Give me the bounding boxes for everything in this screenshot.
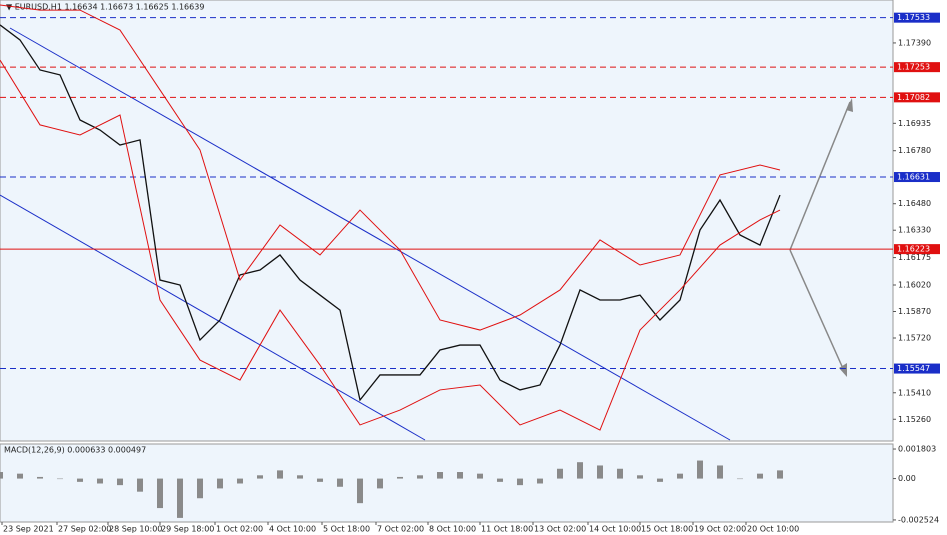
- level-label-box: [894, 363, 940, 374]
- x-tick-label: 7 Oct 02:00: [377, 525, 424, 534]
- x-tick-label: 20 Oct 10:00: [747, 525, 799, 534]
- macd-bar: [677, 473, 683, 479]
- level-label: 1.16631: [897, 173, 930, 182]
- x-tick-label: 15 Oct 18:00: [641, 525, 693, 534]
- macd-bar: [137, 478, 143, 492]
- band-line: [0, 4, 781, 331]
- level-label: 1.17533: [897, 13, 930, 22]
- macd-bar: [377, 478, 383, 489]
- price-line: [0, 24, 781, 402]
- macd-bar: [517, 478, 523, 486]
- macd-bar: [637, 475, 643, 479]
- arrow: [789, 249, 846, 374]
- y-tick-label: 1.16780: [898, 146, 931, 155]
- x-tick-label: 1 Oct 02:00: [216, 525, 263, 534]
- macd-bar: [597, 465, 603, 479]
- macd-bar: [37, 476, 43, 479]
- y-tick-label: 1.16935: [898, 119, 931, 128]
- trend-line: [0, 194, 426, 441]
- macd-bar: [717, 465, 723, 479]
- macd-bar: [197, 478, 203, 499]
- macd-bar: [737, 478, 743, 480]
- macd-bar: [417, 475, 423, 479]
- y-tick-label: 1.16480: [898, 199, 931, 208]
- macd-bar: [277, 470, 283, 479]
- y-tick-label: 1.15870: [898, 307, 931, 316]
- macd-bar: [437, 472, 443, 479]
- macd-bar: [457, 472, 463, 479]
- macd-title: MACD(12,26,9) 0.000633 0.000497: [4, 446, 146, 455]
- arrow-head: [846, 98, 853, 112]
- macd-bar: [757, 473, 763, 479]
- x-tick-label: 11 Oct 18:00: [481, 525, 533, 534]
- y-tick-label: 0.00: [898, 474, 916, 483]
- y-tick-label: 1.15410: [898, 388, 931, 397]
- macd-bar: [157, 478, 163, 509]
- level-label-box: [894, 62, 940, 73]
- macd-bar: [477, 473, 483, 479]
- band-line: [0, 59, 781, 431]
- macd-bar: [0, 472, 3, 479]
- macd-bar: [357, 478, 363, 504]
- y-tick-label: 0.001803: [898, 445, 936, 454]
- macd-bar: [177, 478, 183, 518]
- macd-bar: [557, 468, 563, 479]
- x-tick-label: 23 Sep 2021: [3, 525, 54, 534]
- x-tick-label: 5 Oct 18:00: [323, 525, 370, 534]
- arrow-head: [839, 363, 847, 377]
- level-label-box: [894, 244, 940, 255]
- x-tick-label: 13 Oct 02:00: [534, 525, 586, 534]
- macd-bar: [117, 478, 123, 486]
- x-tick-label: 14 Oct 10:00: [589, 525, 641, 534]
- y-tick-label: 1.17390: [898, 38, 931, 47]
- macd-bar: [237, 478, 243, 484]
- macd-bar: [317, 478, 323, 482]
- level-label: 1.17253: [897, 63, 930, 72]
- x-tick-label: 19 Oct 02:00: [694, 525, 746, 534]
- macd-bar: [17, 473, 23, 479]
- macd-bar: [257, 475, 263, 479]
- macd-bar: [217, 478, 223, 489]
- y-tick-label: 1.16020: [898, 280, 931, 289]
- x-tick-label: 29 Sep 18:00: [161, 525, 214, 534]
- x-tick-label: 4 Oct 10:00: [269, 525, 316, 534]
- macd-bar: [497, 478, 503, 482]
- arrow: [789, 101, 851, 251]
- x-tick-label: 8 Oct 10:00: [429, 525, 476, 534]
- macd-bar: [77, 478, 83, 482]
- level-label-box: [894, 12, 940, 23]
- trend-line: [9, 27, 731, 441]
- macd-panel: [0, 443, 894, 523]
- level-label: 1.15547: [897, 364, 930, 373]
- macd-bar: [397, 476, 403, 479]
- y-tick-label: 1.16175: [898, 253, 931, 262]
- y-tick-label: 1.15720: [898, 333, 931, 342]
- level-label: 1.16223: [897, 245, 930, 254]
- macd-bar: [697, 460, 703, 479]
- macd-bar: [537, 478, 543, 484]
- level-label-box: [894, 92, 940, 103]
- y-tick-label: -0.002524: [898, 515, 939, 524]
- macd-bar: [617, 468, 623, 479]
- y-tick-label: 1.16330: [898, 226, 931, 235]
- y-tick-label: 1.15260: [898, 415, 931, 424]
- x-tick-label: 28 Sep 10:00: [109, 525, 162, 534]
- macd-bar: [657, 478, 663, 482]
- macd-bar: [57, 478, 63, 480]
- chart-title: ▼ EURUSD,H1 1.16634 1.16673 1.16625 1.16…: [6, 3, 204, 12]
- macd-bar: [297, 475, 303, 479]
- macd-bar: [337, 478, 343, 487]
- macd-bar: [577, 462, 583, 479]
- level-label: 1.17082: [897, 93, 930, 102]
- macd-bar: [97, 478, 103, 484]
- macd-bar: [777, 470, 783, 479]
- x-tick-label: 27 Sep 02:00: [58, 525, 111, 534]
- level-label-box: [894, 172, 940, 183]
